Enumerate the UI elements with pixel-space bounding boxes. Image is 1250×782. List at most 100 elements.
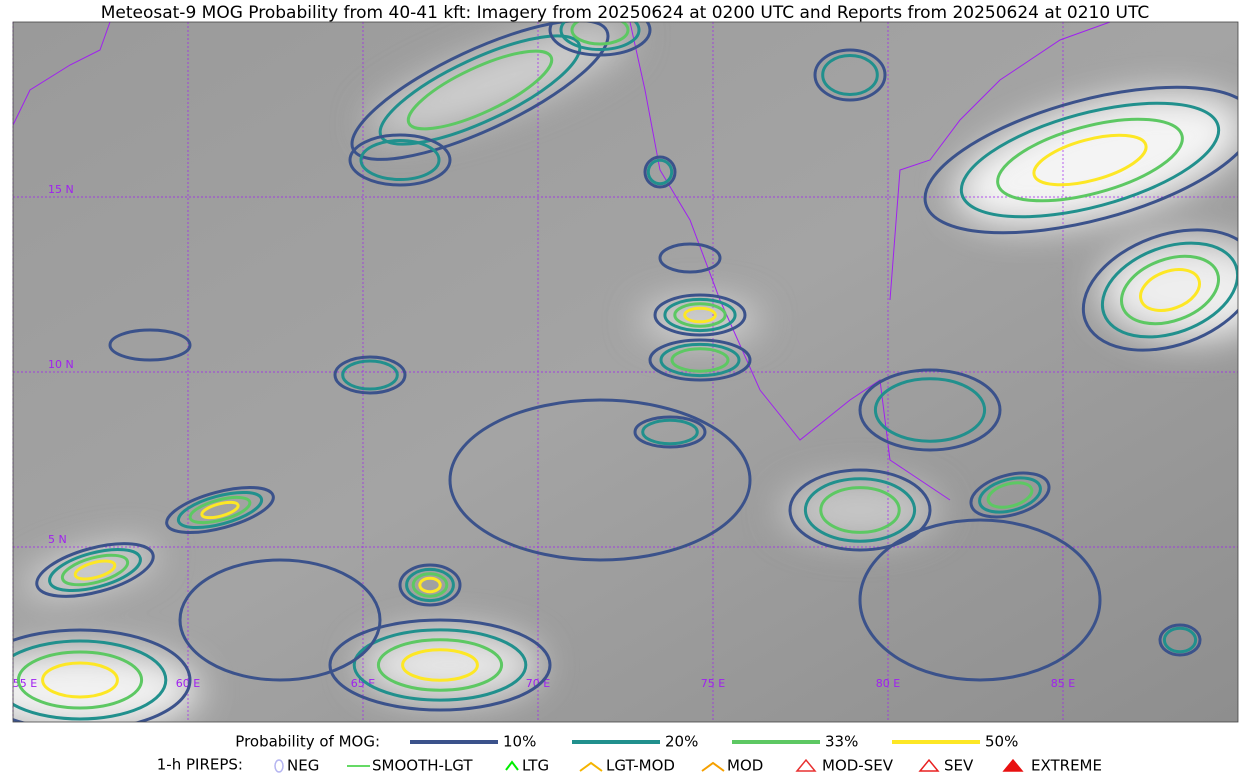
pirep-entry: MOD-SEV	[822, 757, 894, 775]
contour	[398, 563, 462, 607]
contour	[405, 567, 455, 603]
contour	[35, 542, 155, 598]
contour	[1081, 228, 1238, 352]
contour	[648, 338, 752, 382]
contour	[646, 158, 674, 186]
contour	[959, 101, 1221, 219]
pirep-entry: LGT-MOD	[606, 757, 675, 775]
contour	[13, 628, 192, 722]
contour	[643, 155, 677, 189]
pirep-entry: LTG	[522, 757, 549, 775]
contour	[448, 398, 752, 562]
legend-entry: 50%	[985, 733, 1018, 751]
coastline	[13, 22, 1111, 501]
contour	[978, 476, 1042, 514]
probability-contours	[13, 22, 1238, 722]
contour	[188, 495, 252, 525]
contour	[348, 133, 452, 187]
pirep-entry: SMOOTH-LGT	[372, 757, 473, 775]
contour	[923, 85, 1238, 235]
contour	[411, 572, 449, 598]
contour	[200, 500, 240, 520]
pirep-entry: MOD	[727, 757, 763, 775]
contour	[858, 518, 1102, 682]
contour	[16, 650, 144, 710]
contour	[986, 481, 1034, 509]
contour	[1139, 268, 1201, 312]
pirep-icon	[579, 761, 603, 772]
lon-label: 65 E	[351, 677, 375, 690]
contour	[333, 355, 407, 395]
lon-label: 75 E	[701, 677, 725, 690]
contour	[548, 22, 652, 57]
legend-entry: 20%	[665, 733, 698, 751]
lon-label: 60 E	[176, 677, 200, 690]
contour	[633, 415, 707, 449]
lon-label: 80 E	[876, 677, 900, 690]
contour	[969, 471, 1051, 519]
lat-label: 10 N	[48, 358, 74, 371]
contour	[328, 618, 552, 712]
contour	[1162, 626, 1198, 654]
contour	[48, 547, 142, 593]
contour	[41, 661, 119, 699]
title: Meteosat-9 MOG Probability from 40-41 kf…	[101, 3, 1150, 23]
pirep-icon	[701, 761, 725, 772]
contour	[653, 293, 747, 337]
contour	[1100, 241, 1238, 339]
pirep-icon	[505, 760, 519, 771]
contour	[1158, 623, 1202, 657]
contour	[996, 117, 1184, 203]
pirep-icon	[1002, 758, 1024, 772]
pirep-entry: EXTREME	[1031, 757, 1102, 775]
contour	[663, 297, 737, 333]
legend-label: Probability of MOG:	[235, 733, 380, 751]
contour	[659, 342, 741, 378]
contour	[821, 54, 879, 96]
contour	[673, 302, 727, 328]
legend-entry: 10%	[503, 733, 536, 751]
lat-label: 15 N	[48, 183, 74, 196]
contour	[359, 139, 441, 181]
pirep-entry: NEG	[287, 757, 319, 775]
contour	[559, 22, 641, 51]
contour	[376, 638, 504, 692]
contour	[873, 377, 987, 443]
pireps-label: 1-h PIREPS:	[157, 756, 243, 774]
contour	[176, 490, 264, 530]
lat-lon-grid: 15 N10 N5 N55 E 60 E 65 E 70 E 75 E 80 E 85 E	[12, 22, 1238, 722]
legend-entry: 33%	[825, 733, 858, 751]
contour	[819, 486, 901, 534]
contour	[341, 359, 399, 391]
contour	[813, 48, 887, 102]
contour	[73, 559, 117, 581]
contour	[178, 558, 382, 682]
contour	[165, 486, 275, 534]
contour	[570, 22, 630, 46]
contour	[1032, 133, 1148, 187]
contour	[788, 468, 932, 552]
lon-label: 55 E	[13, 677, 37, 690]
contour	[641, 418, 699, 446]
contour	[60, 553, 130, 587]
lat-label: 5 N	[48, 533, 67, 546]
contour	[406, 49, 554, 131]
pirep-icon	[918, 758, 940, 772]
contour	[108, 328, 192, 362]
legend: Probability of MOG: 1-h PIREPS: 10% 20% 33…	[157, 733, 1102, 775]
contour	[401, 648, 479, 682]
pirep-entry: SEV	[944, 757, 974, 775]
contour	[670, 347, 730, 373]
contour	[858, 368, 1002, 452]
map-frame	[12, 21, 1239, 723]
contour	[658, 242, 722, 274]
contour	[352, 628, 528, 702]
contour	[803, 477, 917, 543]
pirep-icon	[274, 759, 284, 773]
lon-label: 85 E	[1051, 677, 1075, 690]
contour	[683, 306, 717, 324]
contour	[13, 639, 168, 721]
contour	[418, 576, 442, 594]
contour	[1119, 254, 1221, 326]
